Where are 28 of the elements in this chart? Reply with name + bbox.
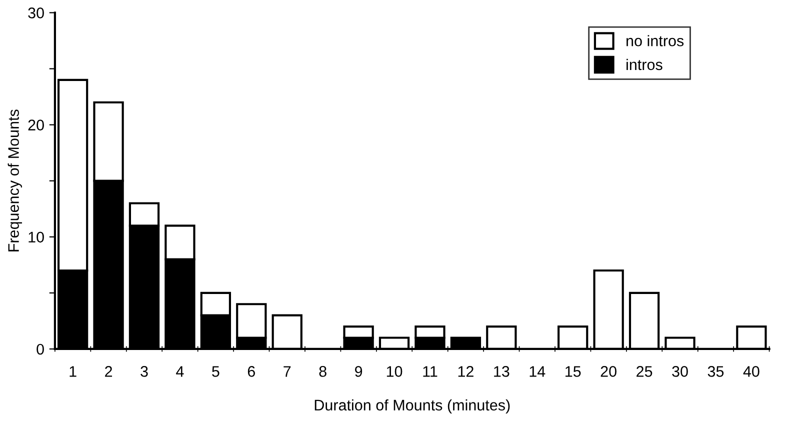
y-tick-label: 30: [28, 8, 44, 18]
x-tick-label: 40: [743, 366, 760, 377]
y-tick-label: 10: [28, 232, 44, 243]
x-axis-title: Duration of Mounts (minutes): [314, 399, 510, 414]
x-tick-label: 35: [708, 366, 724, 377]
x-tick-label: 25: [636, 366, 652, 377]
x-tick-label: 1: [70, 366, 76, 377]
x-tick-label: 11: [423, 366, 438, 377]
x-tick-label: 15: [566, 366, 581, 377]
x-tick-label: 5: [212, 366, 220, 377]
x-tick-label: 14: [530, 366, 546, 377]
legend-label: no intros: [626, 35, 684, 46]
x-tick-label: 3: [140, 366, 148, 377]
x-tick-label: 10: [386, 366, 402, 377]
x-tick-label: 8: [319, 366, 326, 377]
y-tick-label: 20: [28, 120, 44, 130]
x-tick-label: 13: [494, 366, 510, 377]
x-tick-label: 12: [458, 366, 474, 377]
x-tick-label: 20: [600, 366, 616, 377]
y-axis-title: Frequency of Mounts: [8, 110, 22, 252]
x-tick-label: 9: [355, 366, 362, 377]
x-tick-label: 2: [105, 366, 112, 377]
x-tick-label: 7: [284, 366, 291, 377]
y-tick-label: 0: [36, 344, 44, 355]
x-tick-label: 30: [672, 366, 688, 377]
x-tick-label: 4: [176, 366, 184, 377]
x-tick-label: 6: [248, 366, 255, 377]
legend-label: intros: [626, 58, 662, 70]
